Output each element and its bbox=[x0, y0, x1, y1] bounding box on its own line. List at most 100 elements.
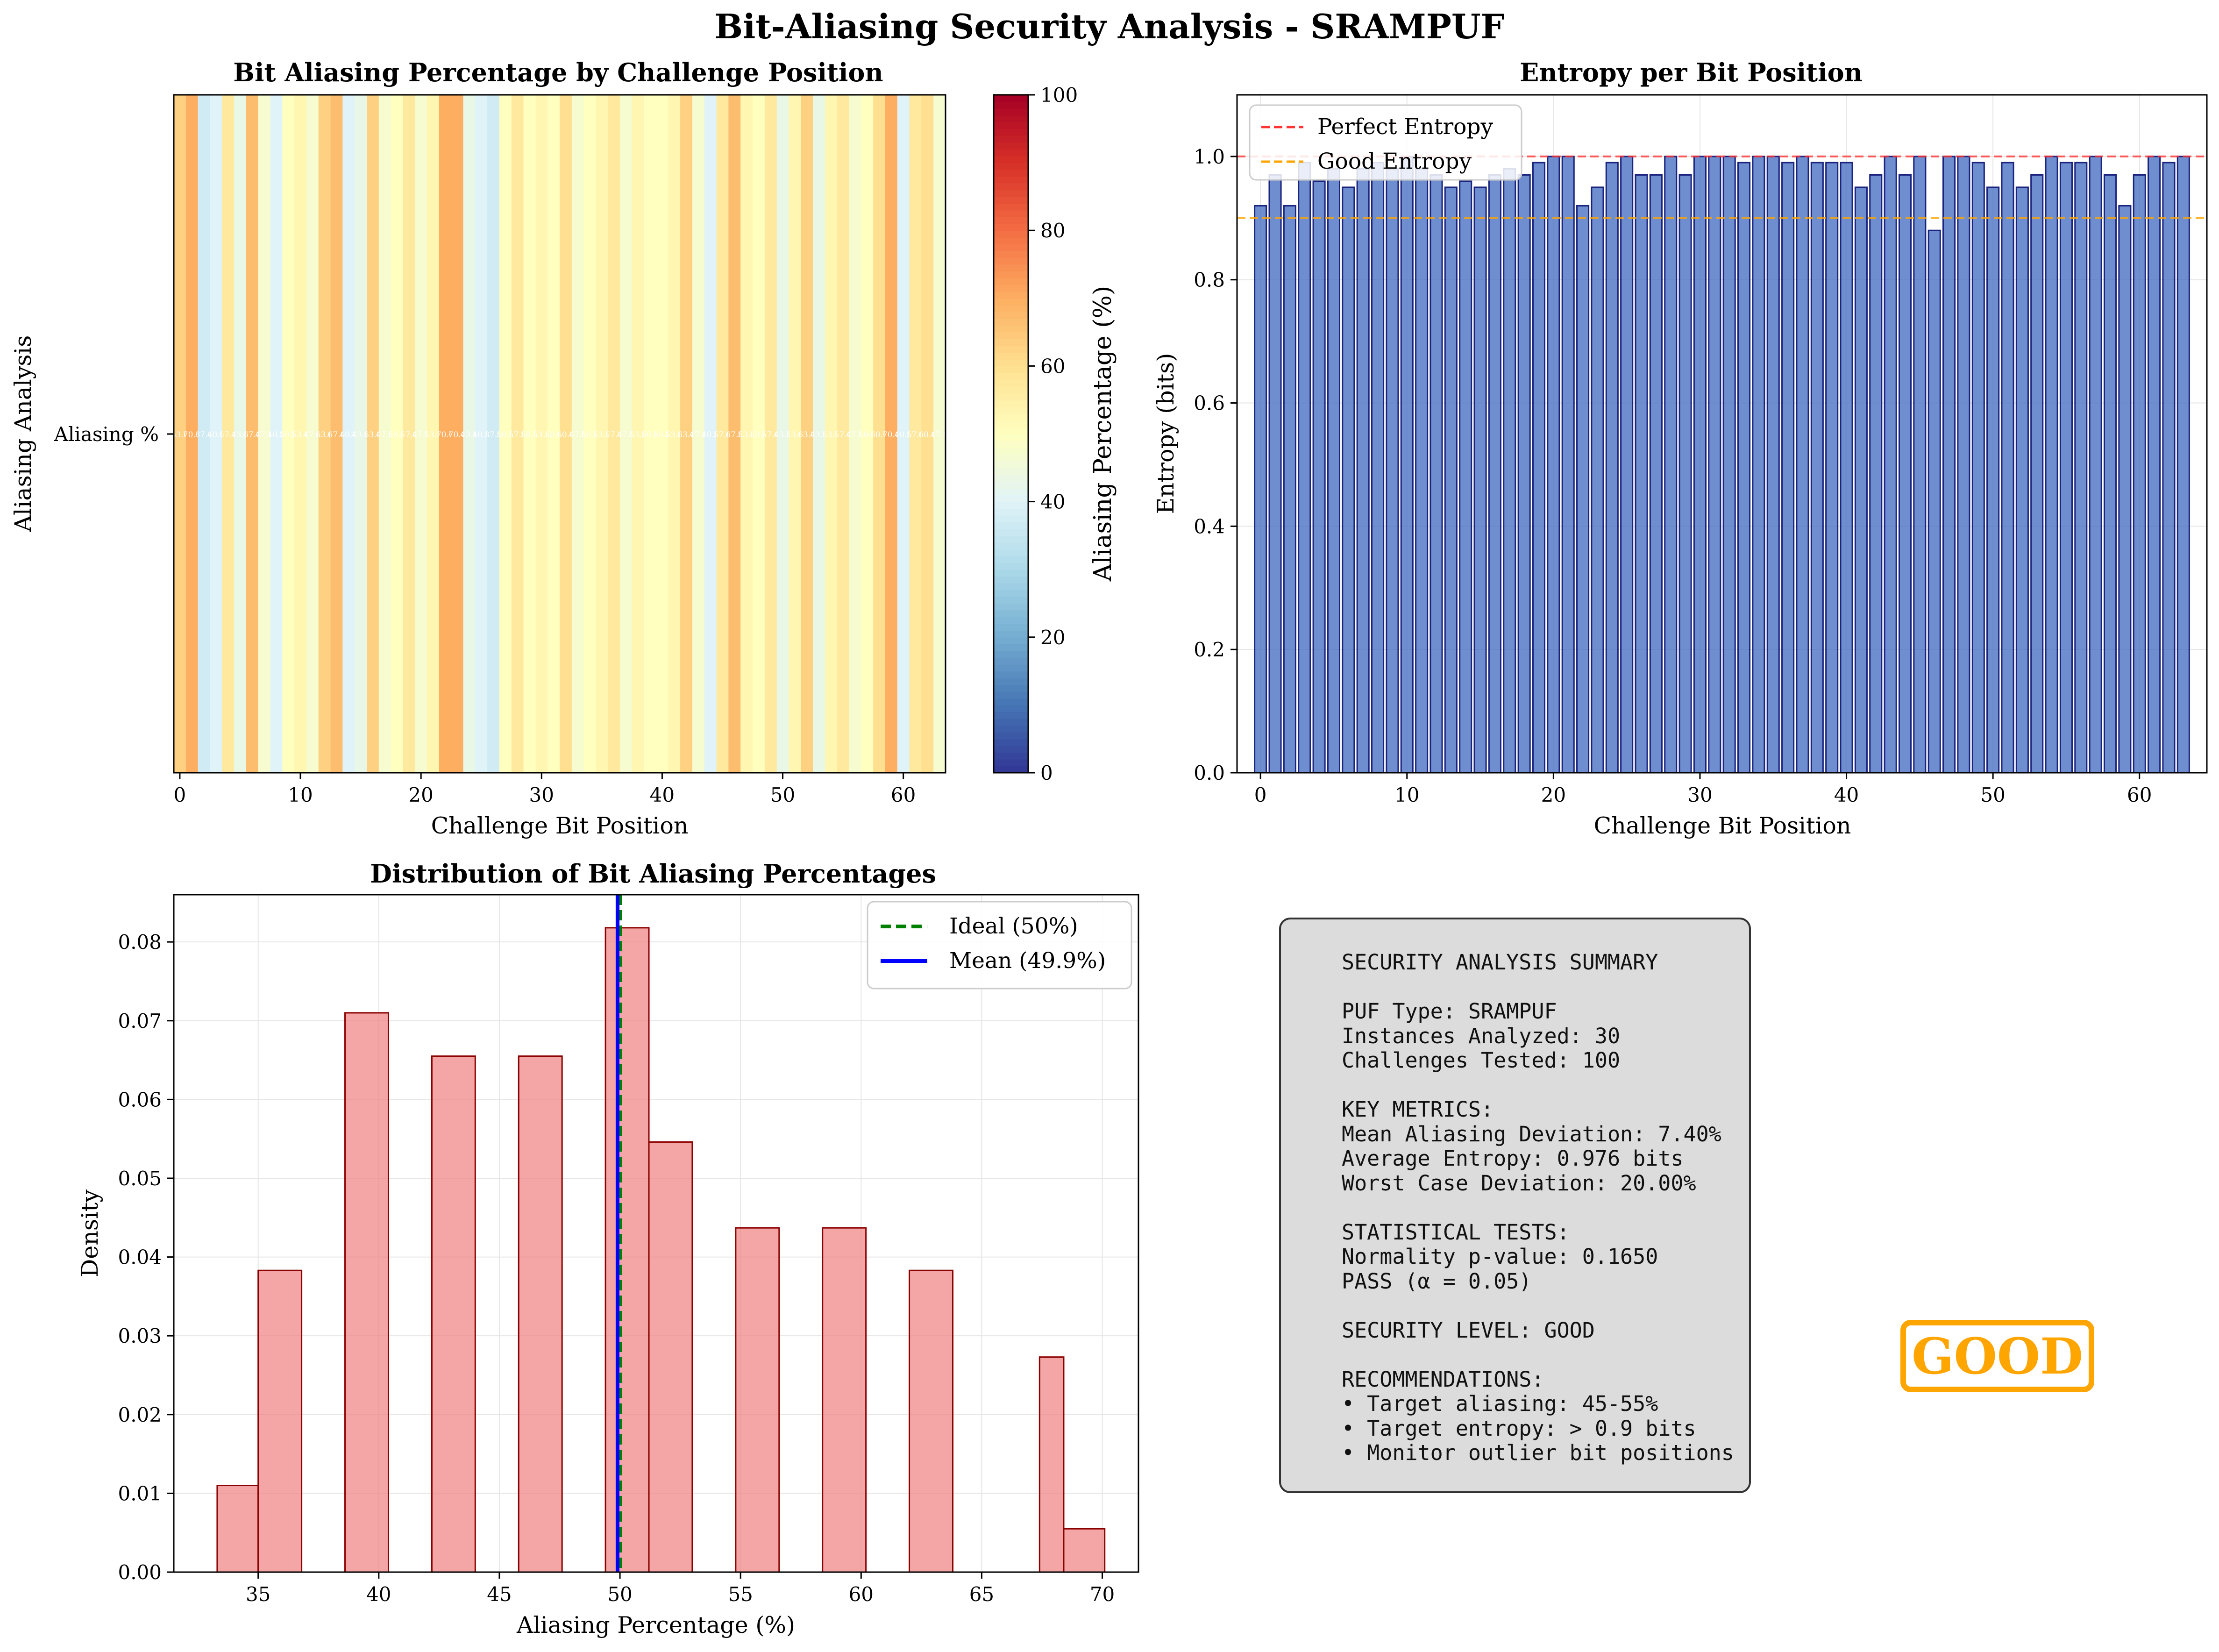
heatmap-cell bbox=[258, 95, 271, 773]
heatmap-cell-label: 40.0 bbox=[702, 430, 719, 440]
histogram-x-tick-label: 50 bbox=[607, 1583, 632, 1606]
heatmap-cell-label: 53.0 bbox=[292, 430, 309, 440]
heatmap-cell bbox=[210, 95, 222, 773]
heatmap-cell-label: 50.0 bbox=[545, 430, 562, 440]
histogram-legend: Ideal (50%) Mean (49.9%) bbox=[867, 901, 1132, 990]
security-summary-panel: SECURITY ANALYSIS SUMMARY PUF Type: SRAM… bbox=[1279, 918, 1751, 1493]
heatmap-cell-label: 50.0 bbox=[653, 430, 671, 440]
heatmap-cell-label: 57.0 bbox=[714, 430, 732, 440]
heatmap-title: Bit Aliasing Percentage by Challenge Pos… bbox=[233, 57, 883, 87]
colorbar-tick-label: 60 bbox=[1040, 355, 1065, 377]
heatmap-cell-label: 47.0 bbox=[846, 430, 864, 440]
histogram-xlabel: Aliasing Percentage (%) bbox=[516, 1612, 795, 1638]
heatmap-cell bbox=[378, 95, 391, 773]
colorbar-segment bbox=[994, 372, 1028, 380]
heatmap-cell-label: 63.0 bbox=[798, 430, 816, 440]
colorbar-segment bbox=[994, 481, 1028, 489]
heatmap-cell-label: 40.0 bbox=[340, 430, 357, 440]
heatmap-cell bbox=[548, 95, 560, 773]
heatmap-cell bbox=[632, 95, 645, 773]
heatmap-cell-label: 40.0 bbox=[472, 430, 490, 440]
entropy-bar bbox=[2059, 162, 2073, 774]
histogram-ylabel: Density bbox=[77, 1189, 103, 1277]
colorbar-segment bbox=[994, 677, 1028, 685]
heatmap-cell bbox=[198, 95, 211, 773]
colorbar-segment bbox=[994, 441, 1028, 448]
heatmap-cell-label: 47.0 bbox=[304, 430, 321, 440]
entropy-bar bbox=[1268, 174, 1282, 774]
heatmap-cell bbox=[583, 95, 597, 773]
histogram-panel: Distribution of Bit Aliasing Percentages… bbox=[77, 859, 1139, 1638]
heatmap-cell bbox=[909, 95, 922, 773]
entropy-bar bbox=[1796, 156, 1809, 774]
heatmap-cell-label: 57.0 bbox=[907, 430, 925, 440]
colorbar-segment bbox=[994, 515, 1028, 522]
heatmap-cell bbox=[174, 95, 186, 773]
heatmap-cell bbox=[391, 95, 404, 773]
colorbar-segment bbox=[994, 664, 1028, 672]
entropy-y-tick-label: 1.0 bbox=[1194, 145, 1225, 168]
entropy-bar bbox=[1810, 162, 1824, 774]
colorbar-segment bbox=[994, 535, 1028, 543]
heatmap-ylabel: Aliasing Analysis bbox=[10, 335, 36, 533]
colorbar-segment bbox=[994, 264, 1028, 272]
entropy-bar bbox=[1927, 229, 1941, 774]
heatmap-cell bbox=[475, 95, 488, 773]
colorbar-segment bbox=[994, 413, 1028, 421]
colorbar-segment bbox=[994, 386, 1028, 394]
colorbar-segment bbox=[994, 352, 1028, 360]
heatmap-cell-label: 53.0 bbox=[629, 430, 647, 440]
colorbar-segment bbox=[994, 291, 1028, 299]
heatmap-cell bbox=[849, 95, 861, 773]
heatmap-row-label: Aliasing % bbox=[54, 423, 159, 446]
colorbar-segment bbox=[994, 115, 1028, 122]
colorbar-segment bbox=[994, 359, 1028, 367]
entropy-bar bbox=[2176, 156, 2190, 774]
histogram-y-tick-label: 0.01 bbox=[118, 1482, 162, 1505]
entropy-bar bbox=[1766, 156, 1780, 774]
colorbar-segment bbox=[994, 345, 1028, 353]
heatmap-cell bbox=[571, 95, 584, 773]
heatmap-cell bbox=[644, 95, 657, 773]
histogram-x-tick-label: 35 bbox=[246, 1583, 270, 1606]
histogram-x-tick-label: 55 bbox=[728, 1583, 753, 1606]
colorbar-segment bbox=[994, 223, 1028, 231]
heatmap-cell bbox=[801, 95, 813, 773]
colorbar-segment bbox=[994, 468, 1028, 475]
entropy-bar bbox=[1444, 186, 1458, 774]
entropy-x-tick-label: 40 bbox=[1834, 783, 1859, 806]
colorbar-segment bbox=[994, 610, 1028, 618]
entropy-xlabel: Challenge Bit Position bbox=[1594, 812, 1851, 839]
heatmap-cell-label: 70.0 bbox=[882, 430, 900, 440]
entropy-bar bbox=[1898, 174, 1912, 774]
histogram-bar bbox=[257, 1269, 303, 1573]
heatmap-cell-label: 67.0 bbox=[328, 430, 346, 440]
colorbar-segment bbox=[994, 399, 1028, 407]
colorbar-segment bbox=[994, 563, 1028, 570]
heatmap-cell-label: 63.0 bbox=[677, 430, 695, 440]
heatmap-cell-label: 50.0 bbox=[497, 430, 514, 440]
heatmap-cell-label: 53.0 bbox=[533, 430, 550, 440]
entropy-bar bbox=[2015, 186, 2029, 774]
entropy-bar bbox=[2045, 156, 2058, 774]
heatmap-cell bbox=[668, 95, 681, 773]
colorbar-tick-label: 100 bbox=[1040, 84, 1078, 107]
heatmap-cell-label: 53.0 bbox=[822, 430, 840, 440]
colorbar-segment bbox=[994, 237, 1028, 245]
heatmap-cell-label: 53.0 bbox=[738, 430, 755, 440]
histogram-bar bbox=[735, 1227, 780, 1573]
colorbar-segment bbox=[994, 244, 1028, 251]
colorbar-segment bbox=[994, 596, 1028, 604]
colorbar-segment bbox=[994, 603, 1028, 611]
heatmap-cell bbox=[728, 95, 741, 773]
heatmap-cell-label: 47.0 bbox=[569, 430, 587, 440]
heatmap-cell-label: 50.0 bbox=[581, 430, 599, 440]
heatmap-cell bbox=[825, 95, 838, 773]
colorbar-segment bbox=[994, 637, 1028, 645]
heatmap-cell-label: 53.0 bbox=[786, 430, 804, 440]
histogram-x-tick-label: 65 bbox=[969, 1583, 994, 1606]
colorbar-segment bbox=[994, 752, 1028, 760]
entropy-bar bbox=[1840, 162, 1853, 774]
heatmap-cell bbox=[355, 95, 367, 773]
entropy-y-tick-label: 0.6 bbox=[1194, 392, 1225, 415]
